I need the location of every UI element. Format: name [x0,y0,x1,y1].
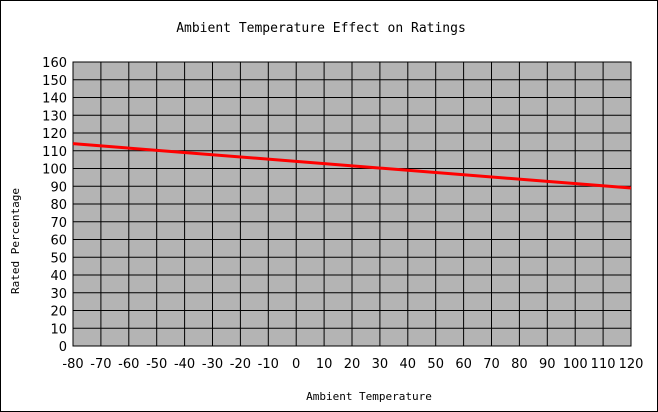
y-tick-label: 10 [50,322,67,337]
y-tick-label: 70 [50,216,67,231]
x-tick-label: 40 [400,357,417,372]
y-tick-label: 80 [50,198,67,213]
x-tick-label: -20 [230,357,251,372]
y-tick-label: 50 [50,251,67,266]
x-tick-label: -70 [90,357,111,372]
y-tick-label: 0 [59,340,67,355]
x-tick-label: -80 [62,357,83,372]
x-tick-label: -50 [146,357,167,372]
x-tick-label: 100 [563,357,588,372]
y-tick-label: 150 [42,74,67,89]
x-tick-label: 120 [619,357,644,372]
y-axis-label: Rated Percentage [9,188,22,294]
y-tick-label: 100 [42,163,67,178]
series-line [72,142,632,190]
chart-title: Ambient Temperature Effect on Ratings [176,21,466,36]
y-tick-label: 160 [42,56,67,71]
x-axis-label: Ambient Temperature [306,390,432,403]
x-tick-label: -30 [202,357,223,372]
y-tick-label: 30 [50,287,67,302]
y-tick-label: 110 [42,145,67,160]
x-tick-label: 0 [292,357,300,372]
x-tick-label: 50 [427,357,444,372]
y-tick-label: 140 [42,92,67,107]
y-tick-label: 120 [42,127,67,142]
grid-lines [72,61,632,347]
x-tick-label: -40 [174,357,195,372]
y-tick-label: 20 [50,305,67,320]
x-tick-label: -10 [258,357,279,372]
y-tick-label: 40 [50,269,67,284]
x-tick-label: 30 [372,357,389,372]
x-tick-labels: -80 -70 -60 -50 -40 -30 -20 -10 0 10 20 30 40 50 60 70 8… [62,357,643,372]
y-tick-label: 90 [50,180,67,195]
x-tick-label: 20 [344,357,361,372]
x-tick-label: 80 [511,357,528,372]
series-group [72,142,632,190]
y-tick-labels: 0 10 20 30 40 50 60 70 80 90 100 110 120 130 140 150 160 [42,56,67,355]
x-tick-label: 10 [316,357,333,372]
x-tick-label: 90 [539,357,556,372]
x-tick-label: 70 [483,357,500,372]
x-tick-label: -60 [118,357,139,372]
y-tick-label: 60 [50,234,67,249]
x-tick-label: 60 [455,357,472,372]
x-tick-label: 110 [591,357,616,372]
y-tick-label: 130 [42,109,67,124]
